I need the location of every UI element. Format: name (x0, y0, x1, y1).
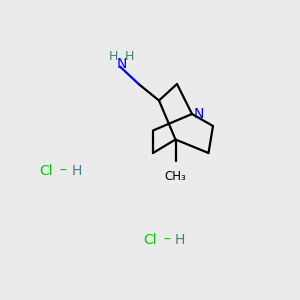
Text: H: H (175, 233, 185, 247)
Text: N: N (194, 107, 204, 121)
Text: Cl: Cl (143, 233, 157, 247)
Text: H: H (109, 50, 118, 64)
Text: CH₃: CH₃ (165, 170, 186, 183)
Text: Cl: Cl (40, 164, 53, 178)
Text: N: N (116, 57, 127, 70)
Text: H: H (71, 164, 82, 178)
Text: H: H (125, 50, 135, 64)
Text: –: – (60, 164, 66, 178)
Text: –: – (163, 233, 170, 247)
